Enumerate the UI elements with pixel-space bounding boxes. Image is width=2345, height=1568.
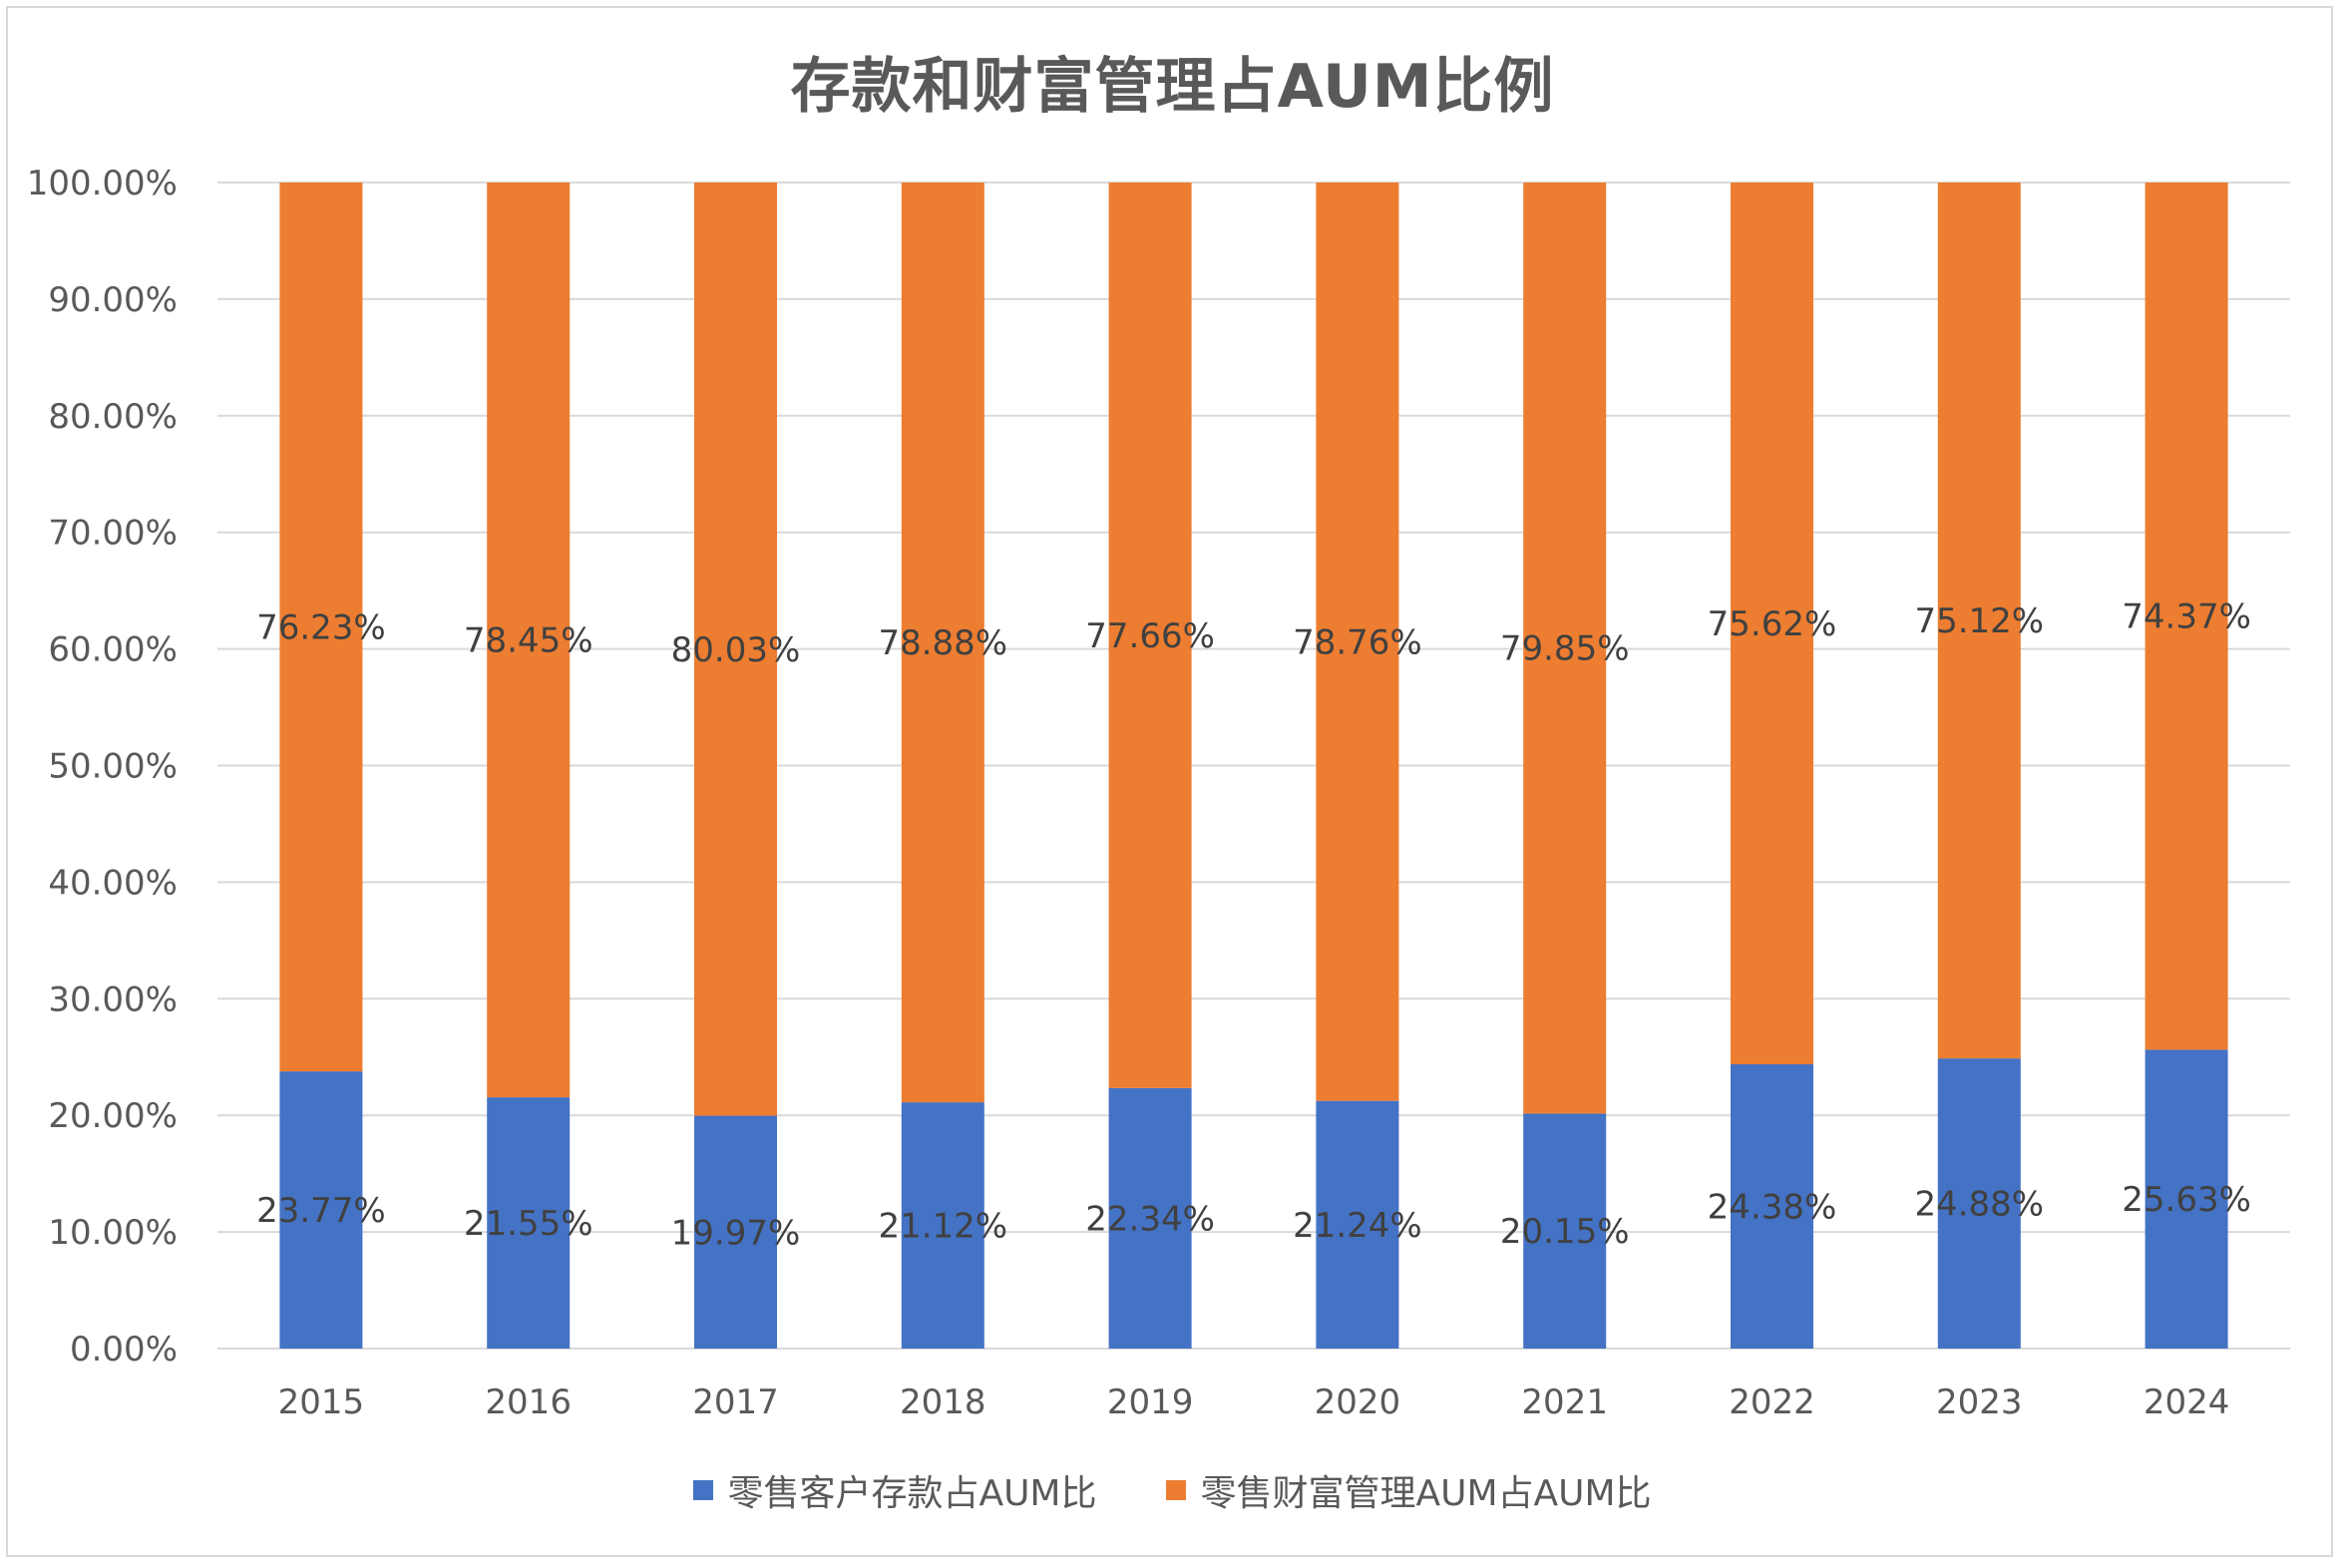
- legend-swatch-deposits: [693, 1480, 713, 1500]
- data-label-deposits: 19.97%: [671, 1213, 801, 1253]
- data-label-deposits: 20.15%: [1500, 1212, 1630, 1252]
- data-label-deposits: 25.63%: [2122, 1180, 2251, 1220]
- y-tick-label: 10.00%: [48, 1213, 178, 1253]
- data-label-deposits: 21.55%: [464, 1204, 593, 1244]
- x-tick-label: 2015: [278, 1382, 365, 1422]
- y-tick-label: 50.00%: [48, 747, 178, 787]
- x-tick-label: 2018: [900, 1382, 986, 1422]
- x-tick-label: 2021: [1521, 1382, 1608, 1422]
- data-label-deposits: 22.34%: [1085, 1199, 1215, 1239]
- data-label-wealth: 75.62%: [1708, 604, 1837, 644]
- legend-item-wealth[interactable]: 零售财富管理AUM占AUM比: [1166, 1464, 1651, 1516]
- data-label-deposits: 21.12%: [878, 1207, 1007, 1247]
- legend-swatch-wealth: [1166, 1480, 1186, 1500]
- x-tick-label: 2019: [1107, 1382, 1194, 1422]
- data-label-wealth: 79.85%: [1500, 629, 1630, 669]
- legend: 零售客户存款占AUM比 零售财富管理AUM占AUM比: [0, 1464, 2345, 1516]
- data-label-wealth: 76.23%: [256, 608, 386, 648]
- y-tick-label: 20.00%: [48, 1096, 178, 1136]
- legend-label-wealth: 零售财富管理AUM占AUM比: [1200, 1464, 1651, 1516]
- x-tick-label: 2022: [1729, 1382, 1815, 1422]
- data-label-wealth: 75.12%: [1914, 601, 2044, 641]
- x-tick-label: 2023: [1936, 1382, 2023, 1422]
- x-tick-label: 2017: [692, 1382, 779, 1422]
- y-tick-label: 70.00%: [48, 514, 178, 554]
- data-label-wealth: 78.45%: [464, 621, 593, 661]
- data-label-deposits: 24.88%: [1914, 1185, 2044, 1225]
- x-tick-label: 2024: [2144, 1382, 2230, 1422]
- data-label-deposits: 23.77%: [256, 1191, 386, 1231]
- data-label-wealth: 80.03%: [671, 630, 801, 670]
- y-tick-label: 40.00%: [48, 863, 178, 903]
- y-tick-label: 0.00%: [70, 1330, 178, 1370]
- y-tick-label: 30.00%: [48, 980, 178, 1019]
- y-tick-label: 90.00%: [48, 280, 178, 320]
- y-tick-label: 100.00%: [27, 164, 178, 203]
- x-axis-ticks: 2015 2016 2017 2018 2019 2020 2021 2022 2023 2024: [278, 1382, 2230, 1422]
- legend-label-deposits: 零售客户存款占AUM比: [727, 1464, 1096, 1516]
- x-tick-label: 2020: [1315, 1382, 1401, 1422]
- data-label-wealth: 77.66%: [1085, 616, 1215, 656]
- y-axis-ticks: 0.00% 10.00% 20.00% 30.00% 40.00% 50.00% 60.00…: [27, 164, 178, 1370]
- data-label-wealth: 74.37%: [2122, 597, 2251, 637]
- y-tick-label: 60.00%: [48, 630, 178, 670]
- legend-item-deposits[interactable]: 零售客户存款占AUM比: [693, 1464, 1096, 1516]
- data-label-deposits: 21.24%: [1293, 1206, 1422, 1246]
- data-label-wealth: 78.76%: [1293, 622, 1422, 662]
- y-tick-label: 80.00%: [48, 397, 178, 437]
- x-tick-label: 2016: [485, 1382, 572, 1422]
- data-label-wealth: 78.88%: [878, 623, 1007, 663]
- data-label-deposits: 24.38%: [1708, 1187, 1837, 1227]
